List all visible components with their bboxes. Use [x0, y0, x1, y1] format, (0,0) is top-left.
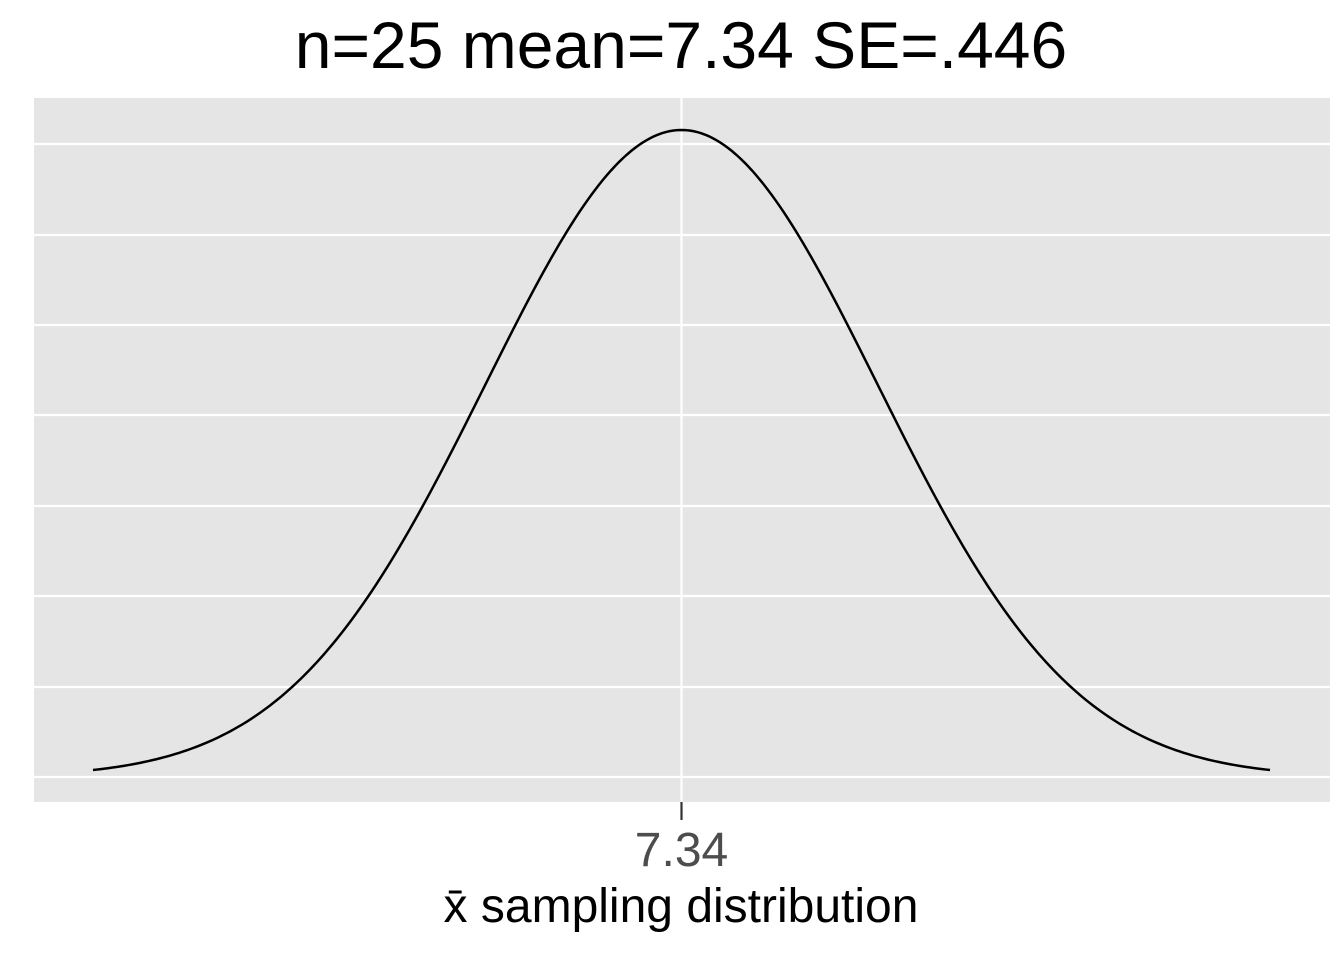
x-axis-title: x̄ sampling distribution: [444, 880, 919, 933]
density-curve: [92, 128, 1271, 772]
grid-lines: [34, 98, 1330, 802]
x-tick-label: 7.34: [635, 824, 728, 877]
chart-title: n=25 mean=7.34 SE=.446: [295, 8, 1067, 82]
x-axis-ticks: 7.34: [635, 802, 728, 877]
